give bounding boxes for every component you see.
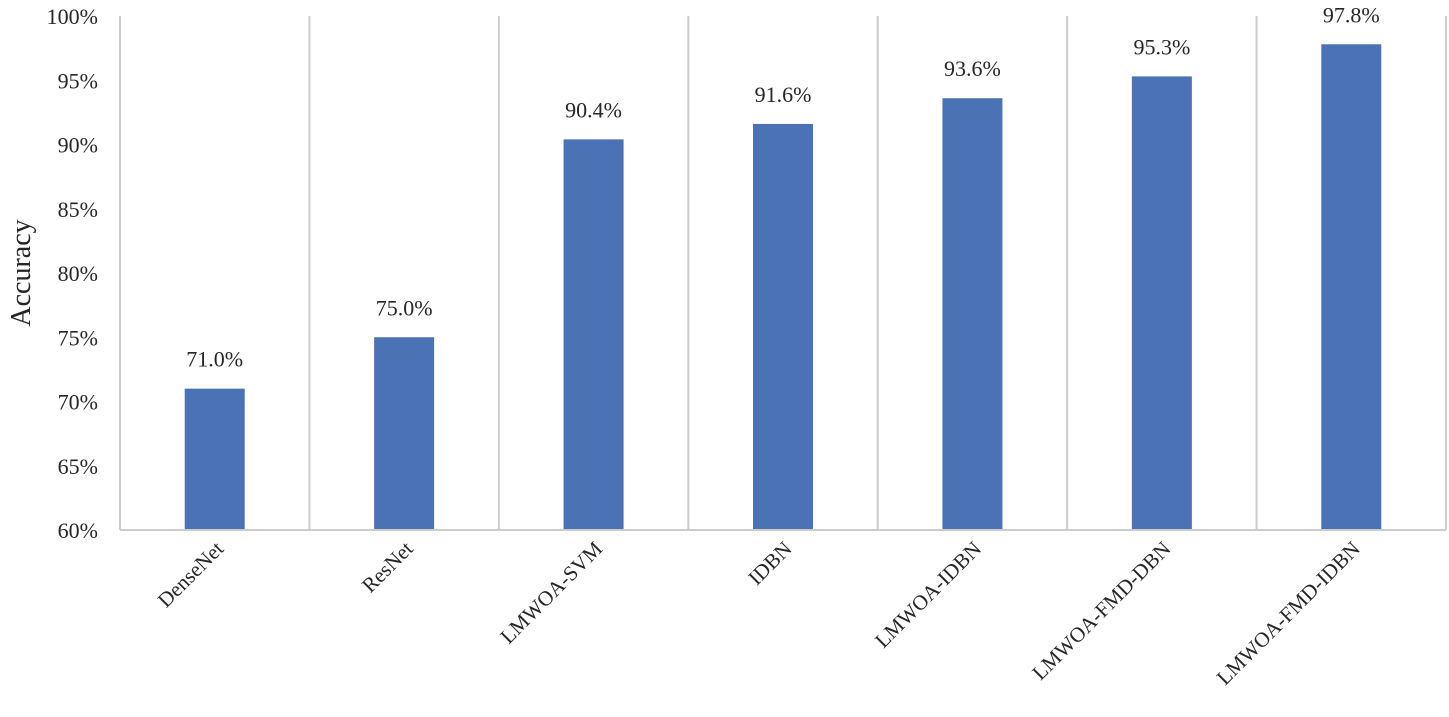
x-tick-label: IDBN bbox=[743, 537, 796, 590]
y-tick-label: 70% bbox=[58, 390, 98, 415]
data-label: 97.8% bbox=[1323, 2, 1380, 27]
bars-layer bbox=[184, 44, 1382, 531]
data-label: 93.6% bbox=[944, 56, 1001, 81]
x-tick-label: LMWOA-IDBN bbox=[870, 537, 986, 653]
bar-lmwoa-idbn bbox=[942, 98, 1003, 531]
y-tick-label: 75% bbox=[58, 325, 98, 350]
y-tick-label: 90% bbox=[58, 133, 98, 158]
bar-lmwoa-svm bbox=[563, 139, 624, 531]
y-axis-title: Accuracy bbox=[6, 219, 37, 326]
y-tick-label: 85% bbox=[58, 197, 98, 222]
x-tick-label: LMWOA-SVM bbox=[495, 536, 607, 648]
y-tick-label: 95% bbox=[58, 68, 98, 93]
y-tick-label: 65% bbox=[58, 454, 98, 479]
y-tick-label: 80% bbox=[58, 261, 98, 286]
grid-layer bbox=[119, 16, 1447, 530]
x-tick-label: DenseNet bbox=[153, 536, 229, 612]
bar-lmwoa-fmd-idbn bbox=[1321, 44, 1382, 531]
bar-resnet bbox=[374, 337, 435, 530]
y-axis: 60% 65% 70% 75% 80% 85% 90% 95% 100% bbox=[47, 4, 98, 543]
x-axis: DenseNet ResNet LMWOA-SVM IDBN LMWOA-IDBN LMW… bbox=[120, 529, 1446, 690]
x-tick-label: ResNet bbox=[357, 536, 418, 597]
bar-idbn bbox=[753, 123, 813, 530]
data-label: 90.4% bbox=[565, 97, 622, 122]
y-tick-label: 100% bbox=[47, 4, 98, 29]
bar-lmwoa-fmd-dbn bbox=[1131, 76, 1192, 531]
bar-densenet bbox=[184, 388, 245, 530]
y-tick-label: 60% bbox=[58, 518, 98, 543]
x-tick-label: LMWOA-FMD-DBN bbox=[1027, 537, 1175, 685]
data-label: 71.0% bbox=[186, 347, 243, 372]
data-label: 91.6% bbox=[755, 82, 812, 107]
data-label: 75.0% bbox=[376, 295, 433, 320]
data-labels-layer: 71.0% 75.0% 90.4% 91.6% 93.6% 95.3% 97.8% bbox=[186, 2, 1379, 371]
data-label: 95.3% bbox=[1133, 34, 1190, 59]
x-tick-label: LMWOA-FMD-IDBN bbox=[1212, 537, 1365, 690]
